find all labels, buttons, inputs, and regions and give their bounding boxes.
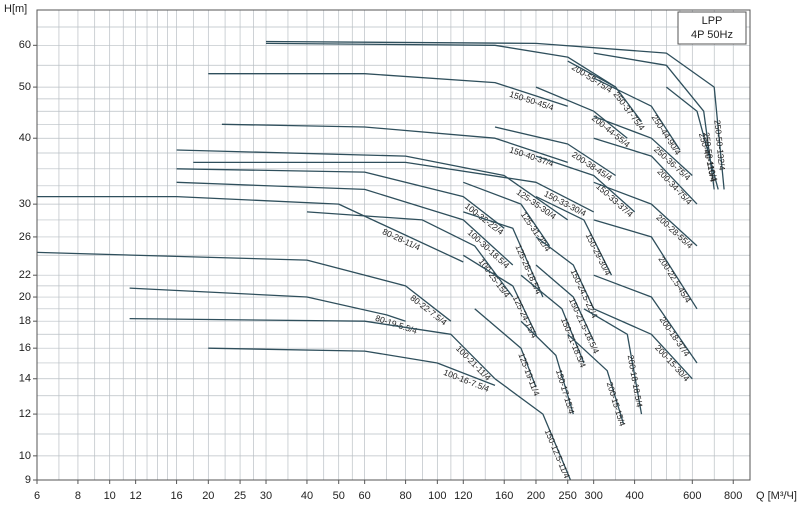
pump-curve — [265, 42, 616, 88]
x-tick-label: 200 — [527, 490, 545, 502]
y-tick-label: 14 — [19, 373, 31, 385]
pump-curve — [567, 60, 643, 123]
pump-curve — [535, 196, 613, 276]
pump-curve — [593, 52, 715, 190]
x-tick-label: 60 — [359, 490, 371, 502]
pump-curve — [535, 155, 636, 213]
pump-curve — [463, 181, 551, 247]
pump-curve — [535, 86, 628, 139]
curve-label: 250-50-132/4 — [712, 120, 727, 172]
pump-curve — [221, 123, 568, 164]
curve-label: 125-24-15/4 — [511, 294, 540, 340]
pump-curve — [535, 236, 595, 310]
pump-curve — [463, 211, 544, 298]
plot-frame — [36, 9, 751, 481]
pump-curve — [265, 40, 725, 190]
curve-label: 200-55-75/4 — [570, 62, 614, 95]
y-tick-label: 12 — [19, 408, 31, 420]
curve-label: 125-19-11/4 — [516, 351, 542, 397]
x-tick-label: 50 — [333, 490, 345, 502]
x-tick-label: 6 — [34, 490, 40, 502]
y-tick-label: 18 — [19, 315, 31, 327]
annotation-box — [677, 11, 747, 45]
pump-curve — [208, 73, 568, 107]
curve-label: 200-28-55/4 — [654, 212, 695, 251]
pump-curve — [193, 161, 594, 213]
y-tick-label: 9 — [25, 474, 31, 486]
curve-label: 150-29-30/4 — [584, 231, 614, 277]
grid — [36, 9, 751, 481]
pump-curve — [129, 317, 496, 380]
pump-curve — [583, 308, 643, 415]
curve-label: 200-38-45/4 — [570, 149, 614, 183]
pump-curve — [593, 308, 693, 380]
pump-curve — [462, 254, 537, 335]
x-tick-label: 30 — [260, 490, 272, 502]
pump-curve — [37, 195, 464, 263]
pump-curve — [593, 115, 693, 176]
x-tick-label: 120 — [454, 490, 472, 502]
curve-label: 150-40-37/4 — [508, 145, 555, 169]
y-tick-label: 10 — [19, 450, 31, 462]
y-tick-label: 22 — [19, 269, 31, 281]
y-tick-label: 26 — [19, 231, 31, 243]
pump-curve — [129, 287, 406, 322]
x-axis-label: Q [M³/Ч] — [756, 490, 797, 502]
pump-curve — [306, 211, 514, 298]
pump-curve — [593, 77, 681, 151]
y-axis-label: H[m] — [4, 3, 27, 15]
x-tick-label: 300 — [584, 490, 602, 502]
x-tick-label: 80 — [399, 490, 411, 502]
pump-curve — [535, 264, 595, 342]
pump-curve — [474, 308, 537, 388]
curve-label: 80-22-7.5/4 — [408, 293, 449, 328]
y-tick-label: 60 — [19, 39, 31, 51]
curve-label: 80-19-5.5/4 — [374, 313, 419, 336]
x-tick-label: 40 — [301, 490, 313, 502]
pump-curve — [176, 181, 514, 266]
pump-curve — [36, 251, 452, 322]
annotation-line: 4P 50Hz — [691, 29, 733, 41]
pump-curve — [520, 274, 585, 364]
pump-curve — [593, 181, 698, 247]
pump-curve — [593, 219, 698, 310]
annotation-line: LPP — [702, 15, 723, 27]
x-tick-label: 8 — [75, 490, 81, 502]
pump-curve — [494, 378, 572, 481]
pump-curve — [494, 126, 616, 177]
pump-curve — [665, 86, 719, 190]
x-tick-label: 10 — [104, 490, 116, 502]
x-tick-label: 160 — [495, 490, 513, 502]
curve-label: 200-15-15/4 — [605, 381, 628, 428]
x-tick-label: 20 — [202, 490, 214, 502]
pump-curve — [520, 320, 574, 415]
curve-label: 150-17-15/4 — [554, 368, 577, 415]
x-tick-label: 800 — [724, 490, 742, 502]
x-tick-label: 25 — [234, 490, 246, 502]
pump-curve — [567, 333, 625, 424]
pump-curve — [176, 168, 505, 229]
curve-label: 150-33-37/4 — [594, 181, 635, 219]
x-tick-label: 12 — [130, 490, 142, 502]
x-tick-label: 400 — [625, 490, 643, 502]
pump-curve — [176, 149, 569, 221]
y-tick-label: 50 — [19, 81, 31, 93]
curve-label: 125-28-18.5/4 — [513, 243, 543, 296]
x-tick-label: 100 — [428, 490, 446, 502]
pump-curve — [208, 347, 496, 387]
y-tick-label: 40 — [19, 132, 31, 144]
pump-curve — [593, 274, 698, 364]
y-tick-label: 20 — [19, 291, 31, 303]
pump-curve — [593, 137, 698, 205]
y-tick-label: 30 — [19, 198, 31, 210]
x-tick-label: 250 — [559, 490, 577, 502]
y-tick-label: 16 — [19, 342, 31, 354]
x-tick-label: 600 — [683, 490, 701, 502]
x-tick-label: 16 — [170, 490, 182, 502]
curve-label: 200-18-18.5/4 — [626, 354, 645, 408]
